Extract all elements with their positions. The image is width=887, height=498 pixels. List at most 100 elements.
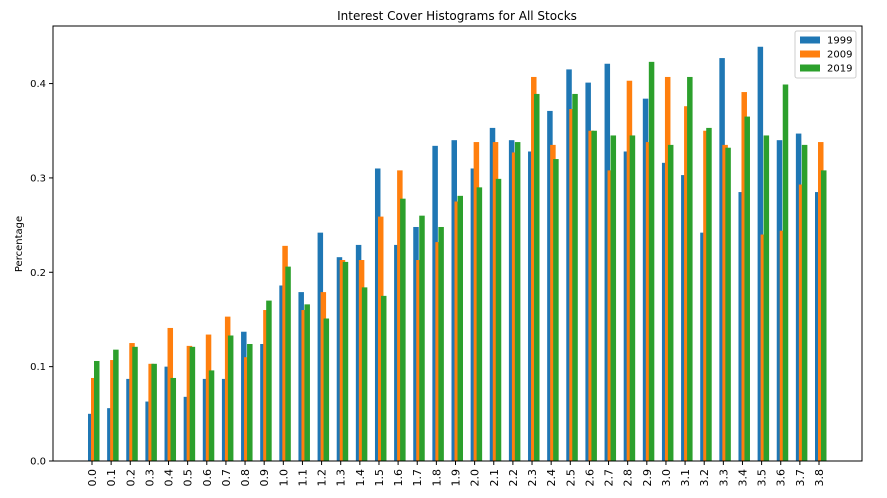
bar (700, 232, 706, 461)
bar (550, 144, 556, 461)
bar (725, 147, 731, 461)
x-tick-label: 3.1 (679, 469, 692, 487)
bar (221, 378, 228, 461)
x-tick-label: 1.4 (354, 469, 367, 487)
x-tick-label: 3.8 (813, 469, 826, 487)
bar (795, 133, 802, 461)
bar (323, 318, 330, 461)
bar (110, 360, 116, 461)
bar (763, 135, 770, 461)
bar (317, 232, 324, 461)
legend-swatch (800, 36, 820, 44)
x-tick-label: 1.6 (392, 469, 405, 487)
bar (821, 170, 827, 462)
bar (358, 260, 365, 461)
x-tick-label: 0.4 (163, 469, 176, 487)
bar (282, 245, 288, 461)
legend-label: 1999 (827, 36, 852, 47)
bar (798, 184, 805, 461)
x-tick-label: 1.7 (411, 469, 424, 487)
bar (432, 145, 438, 461)
bar (470, 168, 477, 461)
bar (94, 360, 100, 461)
bar (760, 234, 767, 461)
bar (416, 260, 422, 461)
bar (224, 316, 231, 461)
x-tick-label: 1.9 (450, 469, 463, 487)
bar (454, 201, 460, 461)
bar (815, 192, 821, 462)
bar (738, 192, 744, 462)
x-tick-label: 3.0 (660, 469, 673, 487)
bar (508, 140, 515, 461)
bar (681, 175, 687, 462)
bar (320, 292, 327, 461)
bar (304, 304, 310, 461)
bar (145, 401, 151, 461)
x-tick-label: 0.5 (182, 469, 195, 487)
x-tick-label: 2.7 (603, 469, 616, 487)
bar (534, 93, 540, 461)
bar (374, 168, 381, 461)
bar (355, 244, 362, 461)
bar (779, 230, 786, 461)
bar (645, 142, 652, 461)
bar (492, 142, 499, 461)
x-tick-label: 1.3 (335, 469, 348, 487)
bar (451, 140, 457, 461)
bar (566, 69, 572, 461)
legend-swatch (800, 50, 820, 58)
x-tick-label: 0.1 (105, 469, 118, 487)
bar (380, 295, 387, 461)
x-tick-label: 1.8 (430, 469, 443, 487)
x-tick-label: 0.9 (258, 469, 271, 487)
bar (241, 331, 247, 461)
bar (629, 135, 636, 461)
bar (642, 98, 649, 462)
x-tick-label: 3.2 (698, 469, 711, 487)
y-tick-label: 0.1 (30, 362, 46, 373)
bar (626, 80, 633, 461)
x-tick-label: 2.9 (641, 469, 654, 487)
bar (667, 144, 674, 461)
bar (818, 142, 824, 461)
x-tick-label: 2.0 (469, 469, 482, 487)
bar (476, 187, 483, 461)
bar (531, 76, 537, 462)
x-tick-label: 0.7 (220, 469, 233, 487)
bar (722, 144, 728, 461)
bar (438, 226, 444, 461)
x-tick-label: 2.3 (526, 469, 539, 487)
bar (202, 378, 209, 461)
bar (473, 142, 480, 461)
bar (148, 363, 154, 461)
x-tick-label: 0.6 (201, 469, 214, 487)
bar (413, 226, 419, 461)
bar (285, 266, 291, 461)
bar (113, 349, 119, 461)
x-tick-label: 0.3 (143, 469, 156, 487)
bar (205, 334, 212, 461)
bar (397, 170, 403, 462)
x-tick-label: 3.5 (756, 469, 769, 487)
bar (419, 215, 425, 461)
y-tick-label: 0.0 (30, 457, 46, 468)
bar (336, 257, 343, 461)
bar (547, 110, 553, 462)
x-tick-label: 0.2 (124, 469, 137, 487)
bar (776, 140, 783, 461)
bar (741, 92, 747, 461)
chart-title: Interest Cover Histograms for All Stocks (337, 9, 577, 23)
bar (126, 378, 132, 461)
legend-swatch (800, 64, 820, 72)
plot-frame (52, 25, 863, 462)
bar (164, 366, 171, 461)
bar (186, 345, 193, 461)
y-tick-label: 0.2 (30, 268, 46, 279)
bar (435, 242, 441, 461)
bar (684, 106, 690, 462)
bar (263, 310, 269, 461)
bar (591, 130, 597, 462)
bar (339, 260, 346, 461)
legend-label: 2019 (827, 64, 852, 75)
